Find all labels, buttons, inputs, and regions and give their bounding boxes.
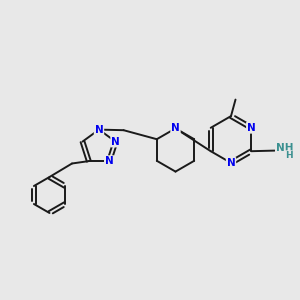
Text: H: H (285, 151, 292, 160)
Text: N: N (171, 123, 180, 134)
Text: N: N (226, 158, 236, 168)
Text: NH: NH (276, 143, 293, 153)
Text: N: N (111, 136, 120, 147)
Text: N: N (94, 124, 103, 135)
Text: N: N (105, 156, 114, 166)
Text: N: N (247, 123, 256, 133)
